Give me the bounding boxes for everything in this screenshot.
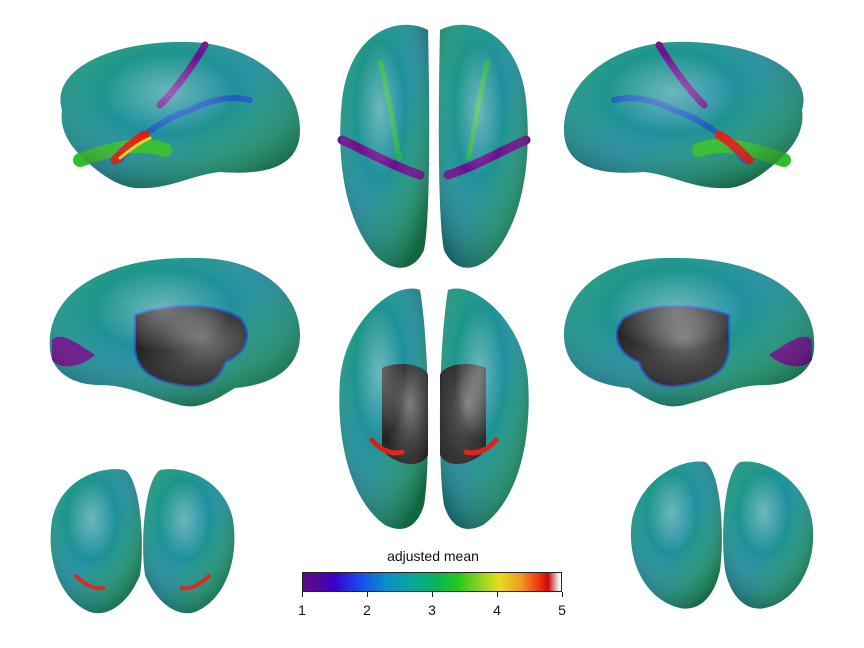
- right-lateral-view: [564, 41, 804, 189]
- colorbar-tick-label: 5: [558, 602, 566, 618]
- ventral-view: [339, 288, 529, 529]
- colorbar: [302, 572, 562, 592]
- posterior-view: [630, 461, 814, 609]
- anterior-view: [50, 469, 235, 614]
- colorbar-tick-label: 2: [363, 602, 371, 618]
- colorbar-tick-label: 3: [428, 602, 436, 618]
- colorbar-tick: [366, 592, 368, 597]
- left-medial-view: [49, 257, 300, 407]
- colorbar-tick: [431, 592, 433, 597]
- dorsal-view: [337, 24, 531, 268]
- right-medial-view: [564, 257, 815, 407]
- colorbar-tick: [561, 592, 563, 597]
- colorbar-title: adjusted mean: [387, 548, 479, 564]
- left-lateral-view: [60, 41, 300, 189]
- colorbar-tick: [496, 592, 498, 597]
- colorbar-tick-label: 4: [493, 602, 501, 618]
- colorbar-tick-label: 1: [298, 602, 306, 618]
- colorbar-tick: [301, 592, 303, 597]
